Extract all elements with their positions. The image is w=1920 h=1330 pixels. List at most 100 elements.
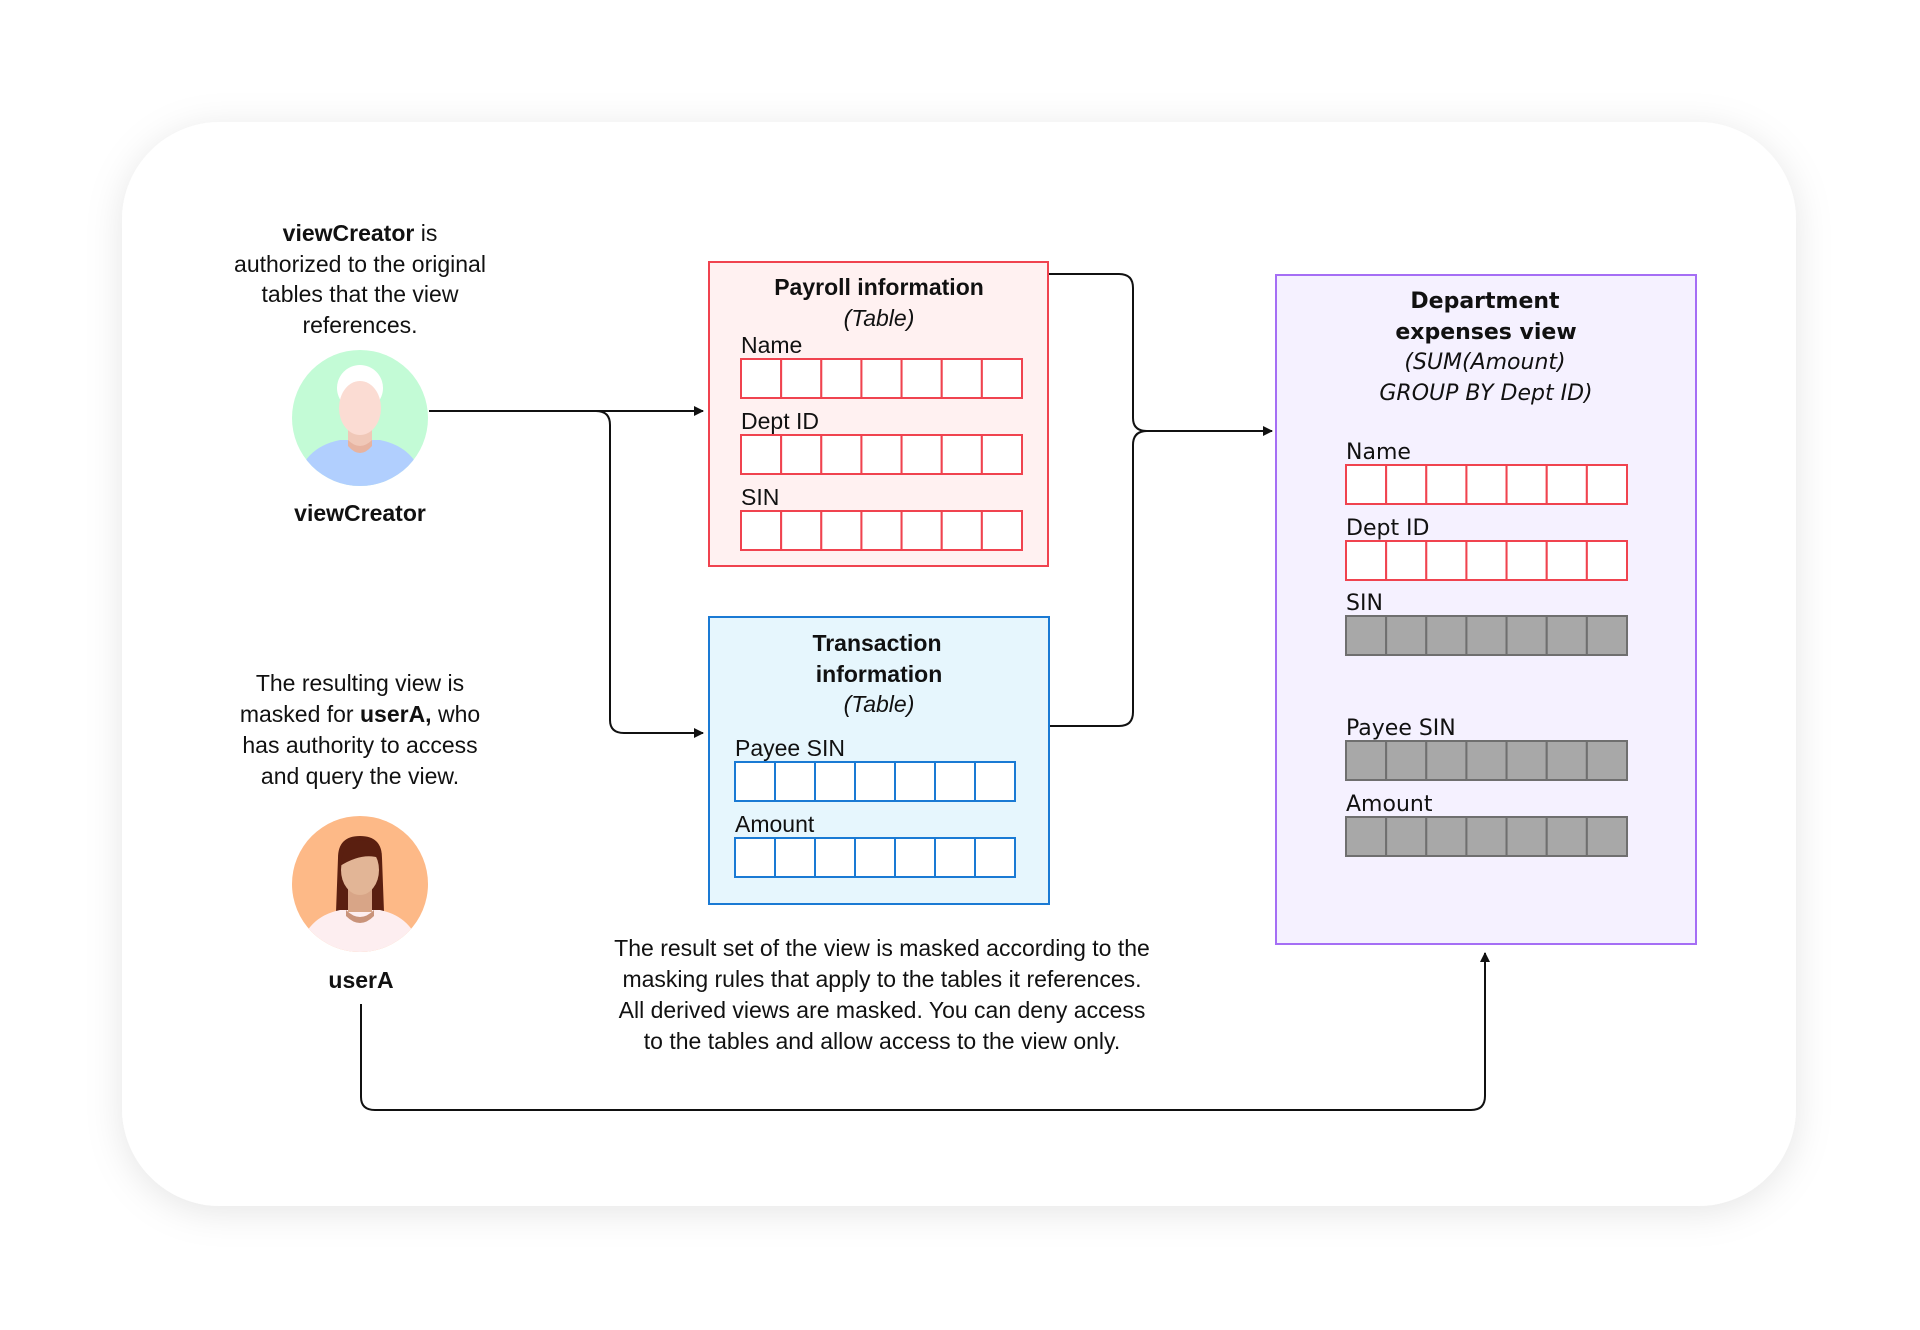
data-cell <box>814 761 856 802</box>
data-cell <box>894 761 936 802</box>
data-cell <box>934 761 976 802</box>
view-subtitle-line1: (SUM(Amount) <box>1404 350 1565 375</box>
viewcreator-label: viewCreator <box>294 500 426 526</box>
note-line1: The result set of the view is masked acc… <box>614 935 1150 961</box>
data-cell <box>780 358 823 399</box>
masked-cell <box>1545 740 1588 781</box>
data-cell <box>1585 540 1629 581</box>
view-subtitle-line2: GROUP BY Dept ID) <box>1379 381 1592 406</box>
field-amount: Amount <box>734 811 1016 878</box>
transaction-table: Transaction information (Table) Payee SI… <box>708 616 1050 905</box>
field-label: Amount <box>735 811 815 837</box>
data-cell <box>854 837 896 878</box>
transaction-subtitle: (Table) <box>844 691 915 717</box>
data-cell <box>940 434 983 475</box>
data-cell <box>774 837 816 878</box>
arrow-transaction-to-view <box>1049 430 1148 727</box>
masked-cell <box>1425 816 1468 857</box>
data-cell <box>940 358 983 399</box>
data-cell <box>974 837 1016 878</box>
data-cell <box>854 761 896 802</box>
viewcreator-avatar-icon <box>292 350 428 486</box>
masked-cell <box>1545 615 1588 656</box>
field-sin: SIN <box>740 484 1023 551</box>
field-dept-id: Dept ID <box>1345 516 1629 581</box>
field-label: Dept ID <box>741 408 819 434</box>
data-cell <box>734 837 776 878</box>
field-label: Payee SIN <box>1346 716 1456 741</box>
data-cell <box>734 761 776 802</box>
payroll-title: Payroll information <box>774 274 984 300</box>
payroll-table: Payroll information (Table) Name Dept ID S… <box>708 261 1049 567</box>
data-cell <box>980 358 1023 399</box>
field-label: Dept ID <box>1346 516 1430 541</box>
field-label: Name <box>1346 440 1411 465</box>
data-cell <box>980 434 1023 475</box>
data-cell <box>820 510 863 551</box>
data-cell <box>900 510 943 551</box>
data-cell <box>900 434 943 475</box>
data-cell <box>740 358 783 399</box>
data-cell <box>1345 464 1388 505</box>
usera-description-line2: masked for userA, who <box>240 701 480 727</box>
field-label: Amount <box>1346 792 1433 817</box>
data-cell <box>934 837 976 878</box>
transaction-title-line2: information <box>816 661 943 687</box>
data-cell <box>900 358 943 399</box>
data-cell <box>740 510 783 551</box>
viewcreator-description-line3: tables that the view <box>262 281 459 307</box>
data-cell <box>860 358 903 399</box>
data-cell <box>1465 540 1508 581</box>
data-cell <box>1505 540 1548 581</box>
connectors <box>360 273 1490 1111</box>
masked-cell <box>1585 816 1629 857</box>
field-payee-sin: Payee SIN <box>734 735 1016 802</box>
data-cell <box>1385 464 1428 505</box>
masked-cell <box>1345 816 1388 857</box>
arrow-payroll-to-view <box>1049 273 1273 436</box>
data-cell <box>974 761 1016 802</box>
masked-cell <box>1505 615 1548 656</box>
data-cell <box>1545 540 1588 581</box>
field-label: SIN <box>1346 591 1383 616</box>
arrow-viewcreator-to-transaction <box>595 410 704 738</box>
masked-cell <box>1545 816 1588 857</box>
data-cell <box>940 510 983 551</box>
data-cell <box>1585 464 1629 505</box>
masked-cell <box>1345 740 1388 781</box>
masked-cell <box>1585 740 1629 781</box>
field-amount: Amount <box>1345 792 1629 857</box>
data-cell <box>814 837 856 878</box>
masked-cell <box>1505 816 1548 857</box>
data-cell <box>820 358 863 399</box>
department-expenses-view: Department expenses view (SUM(Amount) GR… <box>1275 274 1697 945</box>
view-title-line1: Department <box>1410 289 1560 314</box>
masked-cell <box>1425 615 1468 656</box>
data-cell <box>740 434 783 475</box>
field-payee-sin: Payee SIN <box>1345 716 1629 781</box>
usera-description-line1: The resulting view is <box>256 670 464 696</box>
masked-cell <box>1385 740 1428 781</box>
data-cell <box>1505 464 1548 505</box>
field-sin: SIN <box>1345 591 1629 656</box>
note-line2: masking rules that apply to the tables i… <box>622 966 1141 992</box>
transaction-title-line1: Transaction <box>812 630 941 656</box>
data-cell <box>980 510 1023 551</box>
masked-cell <box>1505 740 1548 781</box>
masked-cell <box>1385 615 1428 656</box>
view-title-line2: expenses view <box>1395 320 1576 345</box>
data-cell <box>1425 540 1468 581</box>
field-label: Payee SIN <box>735 735 845 761</box>
data-cell <box>1545 464 1588 505</box>
data-cell <box>1465 464 1508 505</box>
payroll-subtitle: (Table) <box>844 305 915 331</box>
data-cell <box>894 837 936 878</box>
masked-cell <box>1465 816 1508 857</box>
data-cell <box>780 434 823 475</box>
usera-description-line3: has authority to access <box>242 732 477 758</box>
field-name: Name <box>1345 440 1629 505</box>
viewcreator-description-line4: references. <box>302 312 417 338</box>
field-label: SIN <box>741 484 779 510</box>
viewcreator-description-line1: viewCreator is <box>283 220 438 246</box>
